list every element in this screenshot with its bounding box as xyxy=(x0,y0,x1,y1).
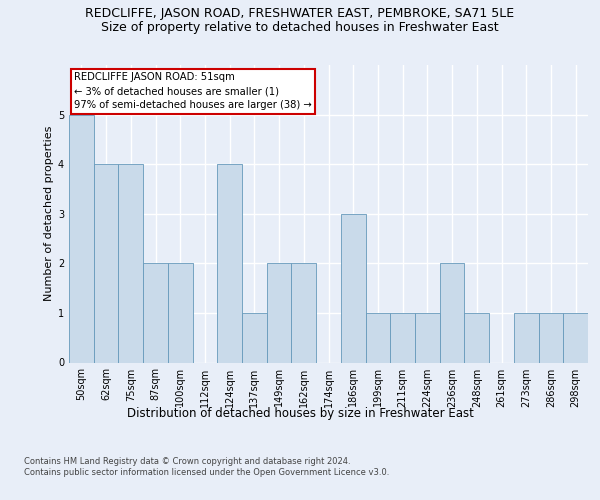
Bar xyxy=(464,313,489,362)
Bar xyxy=(539,313,563,362)
Bar xyxy=(118,164,143,362)
Bar xyxy=(563,313,588,362)
Bar xyxy=(143,264,168,362)
Y-axis label: Number of detached properties: Number of detached properties xyxy=(44,126,54,302)
Bar xyxy=(415,313,440,362)
Text: Distribution of detached houses by size in Freshwater East: Distribution of detached houses by size … xyxy=(127,408,473,420)
Bar xyxy=(94,164,118,362)
Bar xyxy=(365,313,390,362)
Bar xyxy=(69,114,94,362)
Bar xyxy=(390,313,415,362)
Text: REDCLIFFE JASON ROAD: 51sqm
← 3% of detached houses are smaller (1)
97% of semi-: REDCLIFFE JASON ROAD: 51sqm ← 3% of deta… xyxy=(74,72,312,110)
Bar xyxy=(242,313,267,362)
Text: Contains HM Land Registry data © Crown copyright and database right 2024.
Contai: Contains HM Land Registry data © Crown c… xyxy=(24,458,389,477)
Bar xyxy=(440,264,464,362)
Bar xyxy=(168,264,193,362)
Text: Size of property relative to detached houses in Freshwater East: Size of property relative to detached ho… xyxy=(101,21,499,34)
Text: REDCLIFFE, JASON ROAD, FRESHWATER EAST, PEMBROKE, SA71 5LE: REDCLIFFE, JASON ROAD, FRESHWATER EAST, … xyxy=(85,8,515,20)
Bar xyxy=(267,264,292,362)
Bar xyxy=(217,164,242,362)
Bar xyxy=(292,264,316,362)
Bar xyxy=(514,313,539,362)
Bar xyxy=(341,214,365,362)
